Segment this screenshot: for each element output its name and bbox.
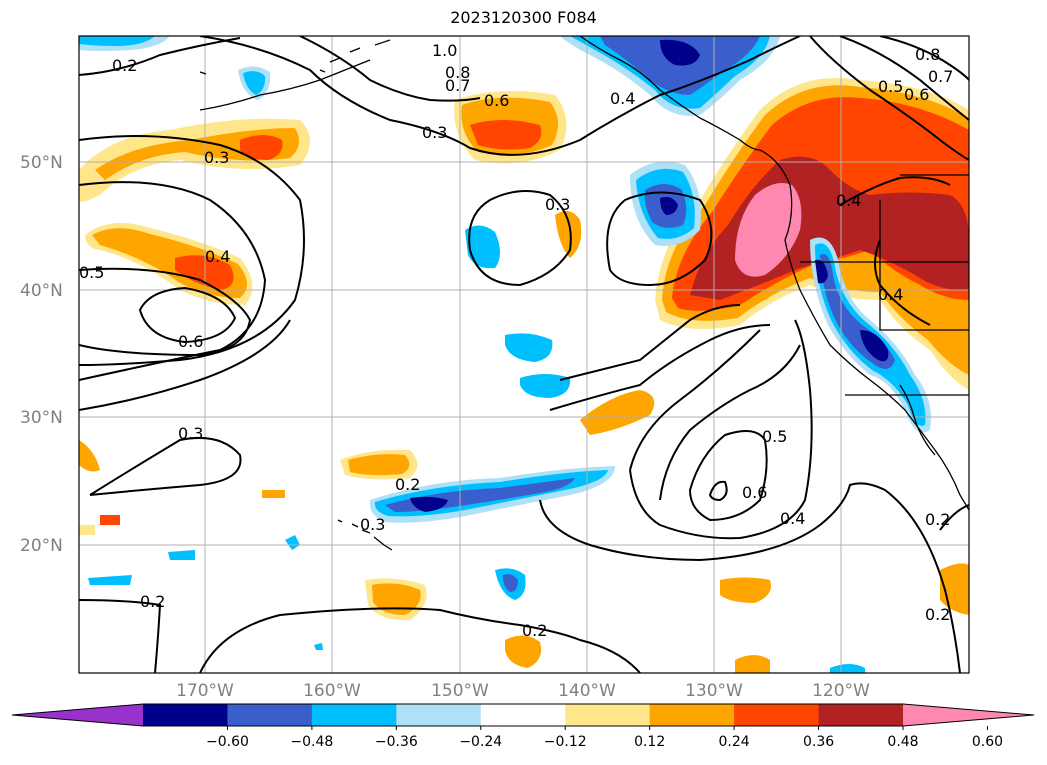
colorbar-segment (227, 704, 313, 726)
map-frame (78, 35, 970, 674)
contour-label-0.8: 0.8 (915, 45, 940, 64)
contour-label-0.3: 0.3 (422, 123, 447, 142)
lon-label-170w: 170°W (176, 681, 234, 701)
contour-label-0.6: 0.6 (178, 332, 203, 351)
lat-label-40n: 40°N (20, 281, 63, 301)
contour-label-0.6: 0.6 (484, 91, 509, 110)
contour-label-0.4: 0.4 (205, 247, 230, 266)
lon-label-130w: 130°W (685, 681, 743, 701)
colorbar-tick-label: 0.24 (719, 734, 750, 750)
contour-label-0.4: 0.4 (836, 191, 861, 210)
colorbar-tick-label: −0.24 (459, 734, 502, 750)
lat-label-30n: 30°N (20, 408, 63, 428)
lon-label-160w: 160°W (303, 681, 361, 701)
contour-label-0.7: 0.7 (445, 76, 470, 95)
positive-anomaly-coastal-pink (735, 182, 802, 277)
contour-label-0.2: 0.2 (140, 592, 165, 611)
colorbar-segment (480, 704, 566, 726)
colorbar-tick-label: −0.36 (375, 734, 418, 750)
colorbar-segment (818, 704, 904, 726)
contour-label-0.5: 0.5 (762, 427, 787, 446)
contour-label-0.7: 0.7 (928, 67, 953, 86)
colorbar-tick-label: −0.48 (290, 734, 333, 750)
colorbar-tick-label: 0.48 (887, 734, 918, 750)
colorbar-segment (396, 704, 482, 726)
colorbar-tick-label: −0.12 (544, 734, 587, 750)
contour-label-0.2: 0.2 (395, 475, 420, 494)
contour-label-0.6: 0.6 (742, 483, 767, 502)
colorbar-extend-low (12, 704, 143, 726)
colorbar-segment (311, 704, 397, 726)
contour-label-0.5: 0.5 (878, 77, 903, 96)
colorbar-extend-high (903, 704, 1034, 726)
contour-label-0.2: 0.2 (925, 510, 950, 529)
lon-label-150w: 150°W (431, 681, 489, 701)
colorbar-segment (143, 704, 228, 726)
contour-lines (79, 36, 969, 673)
contour-labels: 0.2 0.3 0.4 0.5 0.6 0.3 0.3 0.6 0.7 0.8 … (79, 41, 953, 640)
coastlines (199, 36, 969, 551)
anomaly-shading (79, 36, 969, 673)
map-title: 2023120300 F084 (450, 8, 597, 27)
colorbar-outline (11, 703, 1035, 727)
contour-label-0.2: 0.2 (112, 56, 137, 75)
map-panel: 0.2 0.3 0.4 0.5 0.6 0.3 0.3 0.6 0.7 0.8 … (78, 35, 970, 674)
lat-label-20n: 20°N (20, 536, 63, 556)
colorbar-tick-label: 0.60 (972, 734, 1003, 750)
colorbar-segment (649, 704, 735, 726)
contour-label-0.2: 0.2 (925, 605, 950, 624)
contour-label-0.4: 0.4 (780, 509, 805, 528)
contour-label-0.3: 0.3 (545, 195, 570, 214)
contour-label-0.3: 0.3 (178, 424, 203, 443)
contour-label-0.3: 0.3 (360, 515, 385, 534)
colorbar-tick-label: 0.12 (634, 734, 665, 750)
colorbar-segment (565, 704, 651, 726)
contour-label-0.5: 0.5 (79, 263, 104, 282)
contour-label-1.0: 1.0 (432, 41, 457, 60)
contour-label-0.2: 0.2 (522, 621, 547, 640)
lat-label-50n: 50°N (20, 153, 63, 173)
longitude-labels: 170°W 160°W 150°W 140°W 130°W 120°W (176, 681, 870, 701)
lon-label-140w: 140°W (558, 681, 616, 701)
contour-label-0.8: 0.8 (445, 63, 470, 82)
contour-label-0.4: 0.4 (610, 89, 635, 108)
contour-label-0.4: 0.4 (878, 285, 903, 304)
colorbar: −0.60 −0.48 −0.36 −0.24 −0.12 0.12 0.24 0.36 0.4… (11, 703, 1035, 750)
colorbar-tick-label: 0.36 (803, 734, 834, 750)
colorbar-tick-label: −0.60 (206, 734, 249, 750)
contour-label-0.3: 0.3 (204, 148, 229, 167)
latitude-labels: 50°N 40°N 30°N 20°N (20, 153, 63, 556)
colorbar-segment (734, 704, 820, 726)
contour-label-0.6: 0.6 (904, 85, 929, 104)
lon-label-120w: 120°W (812, 681, 870, 701)
